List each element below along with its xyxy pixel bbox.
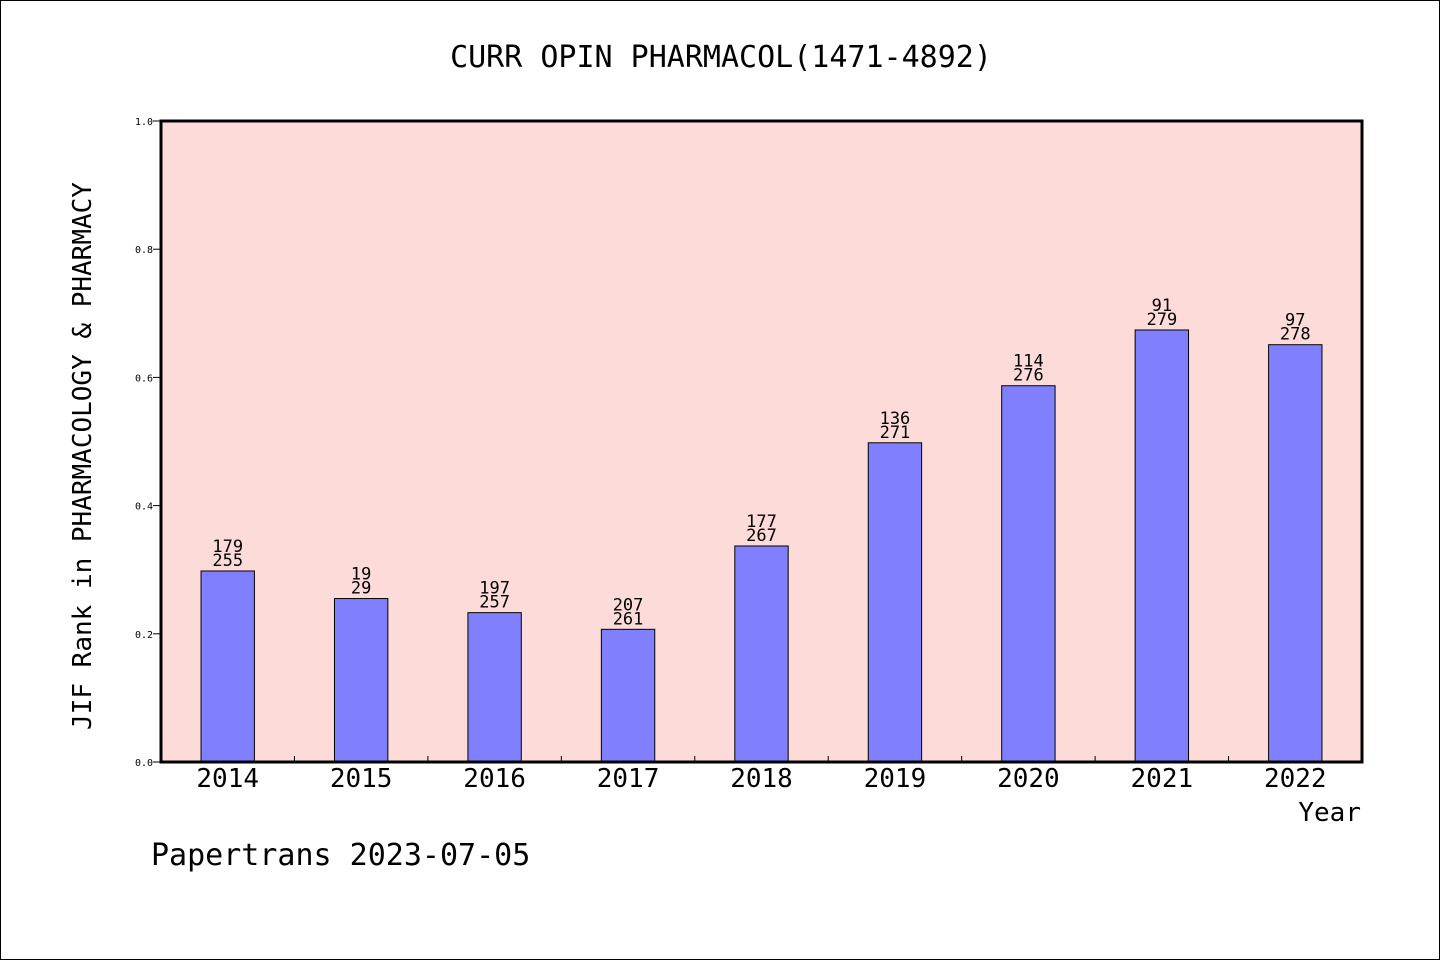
plot-border — [159, 119, 1364, 764]
bar-rank-label: 207 — [613, 595, 644, 615]
bar-total-label: 257 — [479, 593, 510, 613]
bar-rank-label: 197 — [479, 579, 510, 599]
bar-2017 — [600, 628, 656, 763]
chart-title: CURR OPIN PHARMACOL(1471-4892) — [450, 40, 992, 75]
bar-series — [200, 329, 1323, 763]
bar-total-label: 279 — [1146, 310, 1177, 330]
bar-2014 — [200, 570, 255, 763]
bar-2021 — [1134, 329, 1190, 763]
bar-rank-label: 19 — [351, 565, 371, 585]
y-tick-label: 0.6 — [135, 373, 153, 384]
bar-rank-label: 179 — [212, 537, 243, 557]
y-axis-title: JIF Rank in PHARMACOLOGY & PHARMACY — [68, 182, 98, 730]
x-tick-label: 2020 — [997, 764, 1060, 794]
bar-rank-label: 136 — [880, 409, 911, 429]
x-tick-label: 2019 — [864, 764, 927, 794]
x-axis: 2014 2015 2016 2017 2018 2019 2020 2021 2022 — [196, 756, 1327, 794]
bar-2019 — [867, 442, 923, 763]
y-tick-label: 0.0 — [135, 758, 153, 769]
y-tick-label: 0.4 — [135, 502, 153, 513]
bar-2015 — [333, 598, 389, 763]
bar-2022 — [1268, 344, 1323, 763]
bar-rank-label: 177 — [746, 512, 777, 532]
bar-total-label: 271 — [880, 423, 911, 443]
bar-rank-label: 97 — [1285, 311, 1305, 331]
bar-2018 — [734, 545, 789, 763]
x-tick-label: 2018 — [730, 764, 793, 794]
bar-rank-label: 91 — [1152, 296, 1172, 316]
bar-total-label: 267 — [746, 526, 777, 546]
x-tick-label: 2014 — [196, 764, 259, 794]
bar-rank-label: 114 — [1013, 352, 1044, 372]
x-tick-label: 2017 — [597, 764, 660, 794]
y-axis: 0.0 0.2 0.4 0.6 0.8 1.0 — [135, 117, 161, 769]
y-tick-label: 0.2 — [135, 630, 153, 641]
y-tick-label: 0.8 — [135, 245, 153, 256]
x-tick-label: 2016 — [463, 764, 526, 794]
x-tick-label: 2021 — [1131, 764, 1194, 794]
footer-watermark: Papertrans 2023-07-05 — [151, 838, 530, 873]
x-axis-title: Year — [1298, 798, 1361, 828]
x-tick-label: 2015 — [330, 764, 393, 794]
bar-total-label: 261 — [613, 609, 644, 629]
bar-2016 — [467, 612, 522, 763]
bar-2020 — [1001, 385, 1056, 763]
x-tick-label: 2022 — [1264, 764, 1327, 794]
bar-total-label: 29 — [351, 579, 371, 599]
y-tick-label: 1.0 — [135, 117, 153, 128]
bar-total-label: 276 — [1013, 366, 1044, 386]
bar-total-label: 278 — [1280, 325, 1311, 345]
bar-total-label: 255 — [212, 551, 243, 571]
